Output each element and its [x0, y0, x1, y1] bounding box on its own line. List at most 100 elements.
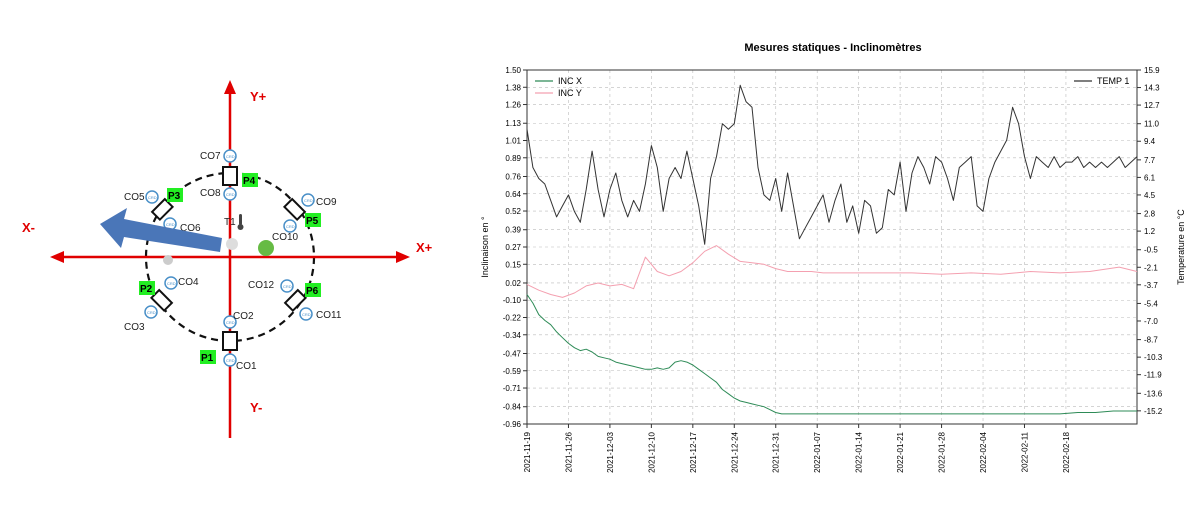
label-p6: P6 [306, 286, 319, 297]
label-co12: CO12 [248, 280, 275, 291]
x-tick-label: 2021-11-19 [523, 431, 532, 472]
svg-text:CRD: CRD [304, 198, 313, 203]
y2-tick-label: 9.4 [1144, 137, 1156, 146]
x-tick-label: 2022-02-04 [979, 431, 988, 472]
y-tick-label: 1.26 [505, 101, 521, 110]
svg-text:CRD: CRD [148, 195, 157, 200]
x-tick-label: 2022-01-07 [813, 431, 822, 472]
y2-tick-label: 12.7 [1144, 101, 1160, 110]
y-tick-label: -0.10 [503, 296, 522, 305]
sensor-layout-diagram: Y+ Y- X+ X- CRD CRD CRD CRD CRD CRD CRD … [22, 80, 433, 438]
sensor-co8-icon: CRD [223, 187, 237, 201]
y-tick-label: -0.47 [503, 349, 522, 358]
y-tick-label: 0.27 [505, 243, 521, 252]
x-tick-label: 2021-12-17 [689, 431, 698, 472]
y2-tick-label: 15.9 [1144, 66, 1160, 75]
svg-text:CRD: CRD [167, 281, 176, 286]
sensor-co7-icon: CRD [223, 149, 237, 163]
label-co5: CO5 [124, 192, 145, 203]
y2-axis-title: Temperature en °C [1176, 209, 1186, 285]
axis-label-x-minus: X- [22, 220, 35, 235]
chart-title: Mesures statiques - Inclinomètres [744, 42, 921, 54]
y-tick-label: -0.34 [503, 331, 522, 340]
x-tick-label: 2021-12-24 [730, 431, 739, 472]
series-line-inc-x [526, 294, 1137, 415]
label-co3: CO3 [124, 322, 145, 333]
displacement-arrow-icon [100, 208, 222, 252]
series-line-inc-y [526, 245, 1138, 298]
y-plus-arrow-icon [224, 80, 236, 94]
y-tick-label: -0.71 [503, 384, 522, 393]
y2-tick-label: -3.7 [1144, 281, 1158, 290]
inclinometer-p4-box [222, 166, 238, 186]
x-tick-label: 2021-12-31 [772, 431, 781, 472]
y-tick-label: 0.39 [505, 226, 521, 235]
y-tick-label: 1.01 [505, 137, 521, 146]
label-p2: P2 [140, 284, 153, 295]
x-tick-label: 2022-02-11 [1020, 431, 1029, 472]
x-axis: 2021-11-19 2021-11-26 2021-12-03 2021-12-10… [523, 424, 1071, 473]
x-tick-label: 2022-01-21 [896, 431, 905, 472]
y-tick-label: 0.64 [505, 190, 521, 199]
y-tick-label: 1.50 [505, 66, 521, 75]
y-tick-label: 1.38 [505, 83, 521, 92]
label-co1: CO1 [236, 361, 257, 372]
thermometer-icon [237, 214, 244, 230]
label-co6: CO6 [180, 223, 201, 234]
center-marker-dot [258, 240, 274, 256]
sensor-co11-icon: CRD [299, 307, 313, 321]
y-axis-left: 1.50 1.38 1.26 1.13 1.01 0.89 0.76 0.64 0.52 0.39… [503, 66, 527, 429]
chart-grid [526, 69, 1137, 425]
x-tick-label: 2021-11-26 [564, 431, 573, 472]
svg-text:CRD: CRD [286, 224, 295, 229]
sensor-co2-icon: CRD [223, 315, 237, 329]
legend-label: INC X [558, 76, 582, 86]
svg-text:CRD: CRD [302, 312, 311, 317]
label-co11: CO11 [316, 310, 342, 321]
y-tick-label: -0.59 [503, 367, 522, 376]
crack-sensors: CRD CRD CRD CRD CRD CRD CRD CRD CRD CRD … [144, 149, 315, 367]
label-p3: P3 [168, 191, 181, 202]
label-p4: P4 [243, 176, 256, 187]
y2-tick-label: 4.5 [1144, 191, 1156, 200]
y2-tick-label: -10.3 [1144, 353, 1163, 362]
y-tick-label: 1.13 [505, 119, 521, 128]
grey-marker-dot [226, 238, 238, 250]
inclinometer-p6-box [283, 288, 308, 313]
series-layer [526, 84, 1138, 415]
sensor-co9-icon: CRD [301, 193, 315, 207]
y-axis-title: Inclinaison en ° [480, 216, 490, 278]
y2-tick-label: -0.5 [1144, 246, 1158, 255]
y2-tick-label: -5.4 [1144, 299, 1158, 308]
y2-tick-label: 1.2 [1144, 227, 1156, 236]
svg-text:CRD: CRD [166, 222, 175, 227]
y2-tick-label: -15.2 [1144, 407, 1163, 416]
y2-tick-label: 7.7 [1144, 156, 1156, 165]
grey-marker-dot-2 [163, 255, 173, 265]
y-tick-label: 0.02 [505, 279, 521, 288]
inclinometer-p3-box [150, 197, 175, 222]
y2-tick-label: 6.1 [1144, 173, 1156, 182]
label-co9: CO9 [316, 197, 337, 208]
y-tick-label: 0.52 [505, 207, 521, 216]
label-p1: P1 [201, 353, 214, 364]
x-plus-arrow-icon [396, 251, 410, 263]
axis-label-y-plus: Y+ [250, 89, 267, 104]
sensor-co3-icon: CRD [144, 305, 158, 319]
inclinometer-chart: Mesures statiques - Inclinomètres 1.501.… [480, 42, 1186, 473]
y-tick-label: -0.22 [503, 314, 522, 323]
y-tick-label: 0.76 [505, 172, 521, 181]
legend-label: TEMP 1 [1097, 76, 1129, 86]
label-co8: CO8 [200, 188, 221, 199]
x-tick-label: 2022-02-18 [1062, 431, 1071, 472]
y-tick-label: 0.89 [505, 154, 521, 163]
legend-label: INC Y [558, 88, 582, 98]
sensor-co10-icon: CRD [283, 219, 297, 233]
axis-label-x-plus: X+ [416, 240, 433, 255]
y2-tick-label: -7.0 [1144, 317, 1158, 326]
svg-text:CRD: CRD [226, 154, 235, 159]
axis-x [50, 251, 410, 263]
svg-text:CRD: CRD [226, 358, 235, 363]
p-labels: P4 P3 P5 P2 P6 P1 [139, 173, 321, 364]
